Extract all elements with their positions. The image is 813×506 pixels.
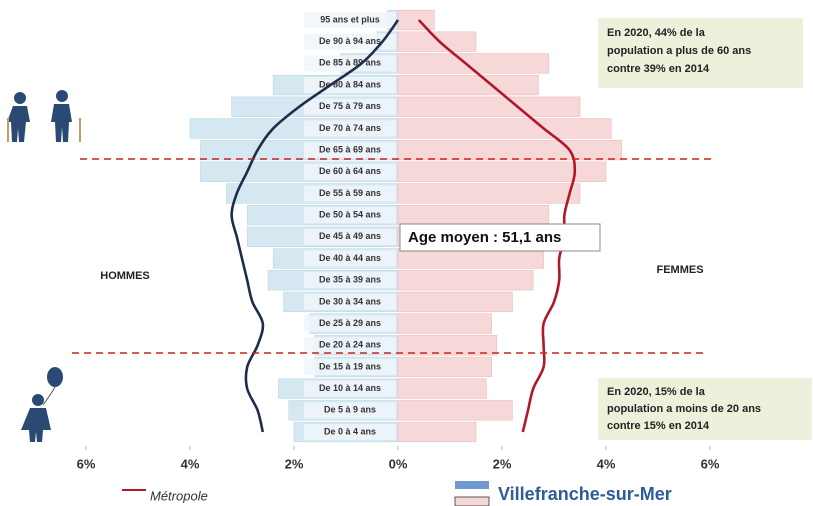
x-tick-label: 4%	[181, 456, 200, 471]
age-label: De 55 à 59 ans	[319, 188, 381, 198]
age-label-box	[304, 380, 396, 397]
age-label-box	[304, 207, 396, 224]
age-label-box	[304, 272, 396, 289]
bar	[397, 421, 477, 443]
note-line: population a plus de 60 ans	[607, 45, 751, 57]
child-icon	[21, 367, 63, 442]
x-tick-label: 6%	[701, 456, 720, 471]
bar	[397, 31, 477, 52]
bar	[397, 400, 513, 421]
age-label: De 5 à 9 ans	[324, 405, 376, 415]
age-label: De 85 à 89 ans	[319, 58, 381, 68]
age-label-box	[304, 163, 396, 180]
age-label-box	[304, 142, 396, 159]
age-label: De 80 à 84 ans	[319, 79, 381, 89]
age-label: De 45 à 49 ans	[319, 231, 381, 241]
age-label-box	[304, 293, 396, 310]
legend-swatch	[454, 496, 490, 506]
age-label-box	[304, 358, 396, 375]
age-moyen: Age moyen : 51,1 ans	[408, 229, 561, 246]
age-label: De 0 à 4 ans	[324, 426, 376, 436]
age-label-box	[304, 228, 396, 245]
age-label-box	[304, 185, 396, 202]
age-label: De 20 à 24 ans	[319, 340, 381, 350]
bar	[397, 270, 534, 291]
age-label: 95 ans et plus	[320, 14, 380, 24]
age-moyen-box	[399, 223, 601, 252]
x-tick-label: 4%	[597, 456, 616, 471]
age-label: De 25 à 29 ans	[319, 318, 381, 328]
note-box	[598, 18, 803, 88]
bar	[397, 313, 492, 334]
x-tick-label: 0%	[389, 456, 408, 471]
note-line: contre 15% en 2014	[607, 420, 710, 432]
bar	[397, 248, 544, 269]
note-line: En 2020, 44% de la	[607, 27, 706, 39]
legend-label: Métropole	[150, 488, 208, 503]
age-label: De 35 à 39 ans	[319, 275, 381, 285]
bar	[397, 161, 607, 182]
note-box	[598, 378, 812, 440]
bar	[397, 74, 539, 96]
legend-label: Villefranche-sur-Mer	[498, 484, 672, 504]
elderly-icon	[7, 90, 81, 142]
age-label: De 70 à 74 ans	[319, 123, 381, 133]
bar	[397, 205, 550, 226]
age-label-box	[304, 77, 396, 94]
bar	[397, 378, 487, 399]
age-label-box	[304, 33, 396, 50]
age-label-box	[304, 120, 396, 137]
bar	[397, 139, 622, 161]
plot: 95 ans et plus De 90 à 94 ans De 85 à 89 a…	[189, 9, 622, 443]
age-label-box	[304, 315, 396, 332]
metro-line	[230, 19, 400, 433]
bar	[397, 9, 435, 31]
age-label-box	[304, 12, 396, 28]
age-label: De 50 à 54 ans	[319, 210, 381, 220]
age-label: De 10 à 14 ans	[319, 383, 381, 393]
bar	[397, 53, 550, 74]
age-label: De 15 à 19 ans	[319, 361, 381, 371]
age-label-box	[304, 55, 396, 72]
age-label: De 40 à 44 ans	[319, 253, 381, 263]
x-tick-label: 6%	[77, 456, 96, 471]
side-label: FEMMES	[656, 264, 703, 276]
age-label-box	[304, 337, 396, 354]
age-label: De 65 à 69 ans	[319, 144, 381, 154]
age-label-box	[304, 402, 396, 419]
age-label: De 60 à 64 ans	[319, 166, 381, 176]
age-label: De 75 à 79 ans	[319, 101, 381, 111]
bar	[397, 183, 581, 204]
note-line: population a moins de 20 ans	[607, 403, 761, 415]
age-label-box	[304, 424, 396, 440]
bar	[397, 335, 498, 356]
age-label-box	[304, 98, 396, 115]
age-label: De 30 à 34 ans	[319, 296, 381, 306]
x-tick-label: 2%	[493, 456, 512, 471]
x-tick-label: 2%	[285, 456, 304, 471]
age-label-box	[304, 250, 396, 267]
age-label: De 90 à 94 ans	[319, 36, 381, 46]
bar	[397, 356, 492, 378]
side-label: HOMMES	[100, 270, 150, 282]
bar	[397, 96, 581, 117]
bar	[397, 118, 612, 139]
note-line: contre 39% en 2014	[607, 63, 710, 75]
note-line: En 2020, 15% de la	[607, 386, 706, 398]
bar	[397, 291, 513, 313]
legend-swatch	[455, 481, 489, 489]
